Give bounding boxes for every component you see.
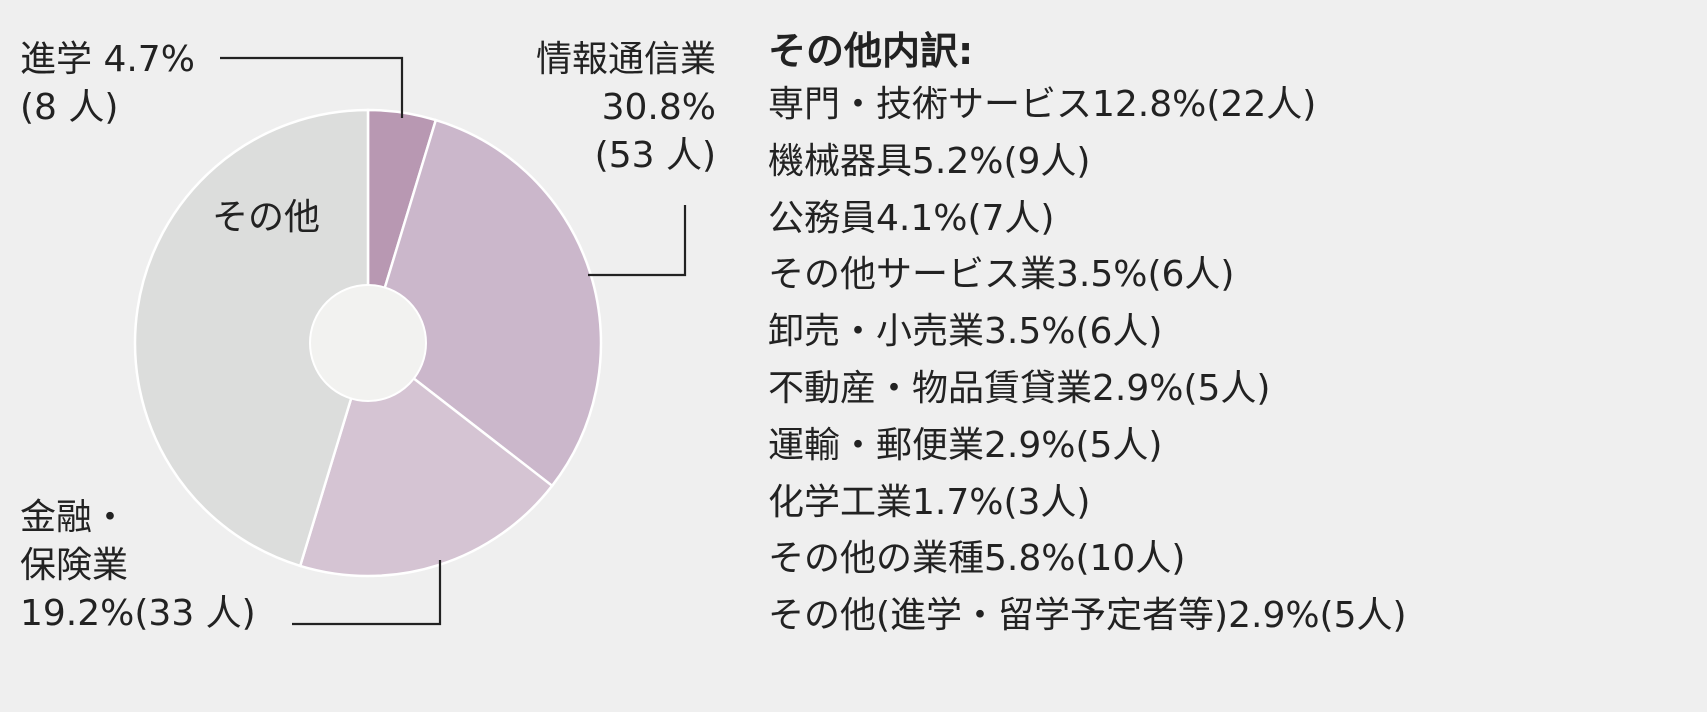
breakdown-item: 運輸・郵便業2.9%(5人): [768, 424, 1163, 466]
label-sonota: その他: [212, 194, 320, 242]
donut-hole: [309, 284, 427, 402]
breakdown-panel: その他内訳: 専門・技術サービス12.8%(22人) 機械器具5.2%(9人) …: [768, 25, 1407, 645]
label-kinyu-name1: 金融・: [20, 497, 129, 538]
label-shingaku-percent: 進学 4.7%: [20, 39, 195, 80]
slice-joho: [366, 118, 603, 488]
breakdown-list: 専門・技術サービス12.8%(22人) 機械器具5.2%(9人) 公務員4.1%…: [768, 77, 1407, 645]
label-kinyu: 金融・ 保険業 19.2%(33 人): [20, 494, 256, 638]
leader-line-kinyu: [292, 560, 442, 626]
label-kinyu-percent: 19.2%(33 人): [20, 593, 256, 634]
donut-chart: [133, 56, 687, 626]
slice-sonota: [133, 108, 370, 568]
breakdown-item: 不動産・物品賃貸業2.9%(5人): [768, 367, 1271, 409]
label-sonota-name: その他: [212, 197, 321, 238]
label-shingaku: 進学 4.7% (8 人): [20, 36, 195, 132]
breakdown-title: その他内訳:: [768, 29, 974, 73]
breakdown-item: 専門・技術サービス12.8%(22人): [768, 84, 1317, 125]
label-joho: 情報通信業 30.8% (53 人): [470, 36, 716, 180]
breakdown-item: その他の業種5.8%(10人): [768, 538, 1186, 580]
breakdown-item: その他サービス業3.5%(6人): [768, 254, 1235, 296]
label-joho-name: 情報通信業: [535, 39, 716, 80]
breakdown-item: その他(進学・留学予定者等)2.9%(5人): [768, 595, 1407, 637]
breakdown-item: 化学工業1.7%(3人): [768, 481, 1091, 523]
label-shingaku-count: (8 人): [20, 87, 119, 128]
breakdown-item: 卸売・小売業3.5%(6人): [768, 311, 1163, 353]
leader-line-joho: [588, 205, 687, 277]
label-joho-count: (53 人): [594, 135, 716, 176]
breakdown-item: 機械器具5.2%(9人): [768, 140, 1091, 182]
breakdown-item: 公務員4.1%(7人): [768, 197, 1055, 239]
label-kinyu-name2: 保険業: [20, 545, 129, 586]
leader-line-shingaku: [220, 56, 404, 118]
label-joho-percent: 30.8%: [601, 87, 716, 128]
